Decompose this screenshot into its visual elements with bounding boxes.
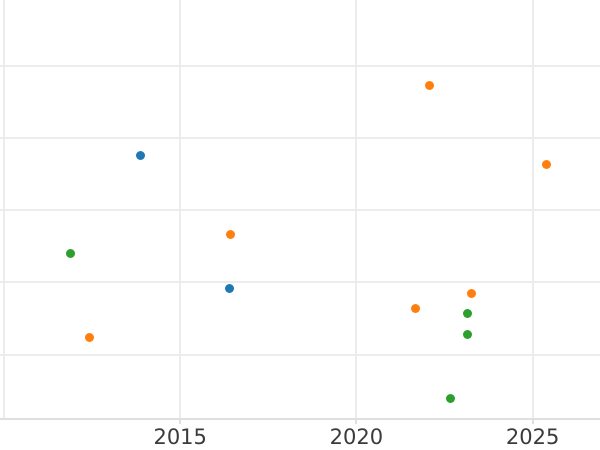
data-point-orange [410, 303, 420, 313]
data-point-blue [224, 284, 234, 294]
x-tick-label: 2025 [505, 425, 560, 449]
y-gridline [0, 353, 600, 356]
data-point-green [65, 248, 75, 258]
data-point-orange [541, 159, 551, 169]
data-point-orange [84, 333, 94, 343]
data-point-green [463, 308, 473, 318]
y-gridline [0, 281, 600, 284]
x-tick-label: 2020 [329, 425, 384, 449]
x-tick-mark [531, 419, 534, 425]
data-point-orange [467, 288, 477, 298]
x-gridline [355, 0, 358, 420]
x-tick-mark [179, 419, 182, 425]
data-point-orange [226, 229, 236, 239]
x-tick-mark [355, 419, 358, 425]
x-gridline [179, 0, 182, 420]
data-point-green [462, 329, 472, 339]
data-point-blue [136, 151, 146, 161]
data-point-orange [425, 80, 435, 90]
y-gridline [0, 209, 600, 212]
x-tick-label: 2015 [153, 425, 207, 449]
x-axis-line [0, 418, 600, 421]
x-gridline [531, 0, 534, 420]
y-gridline [0, 136, 600, 139]
x-gridline [3, 0, 5, 420]
data-point-green [446, 393, 456, 403]
y-gridline [0, 64, 600, 67]
